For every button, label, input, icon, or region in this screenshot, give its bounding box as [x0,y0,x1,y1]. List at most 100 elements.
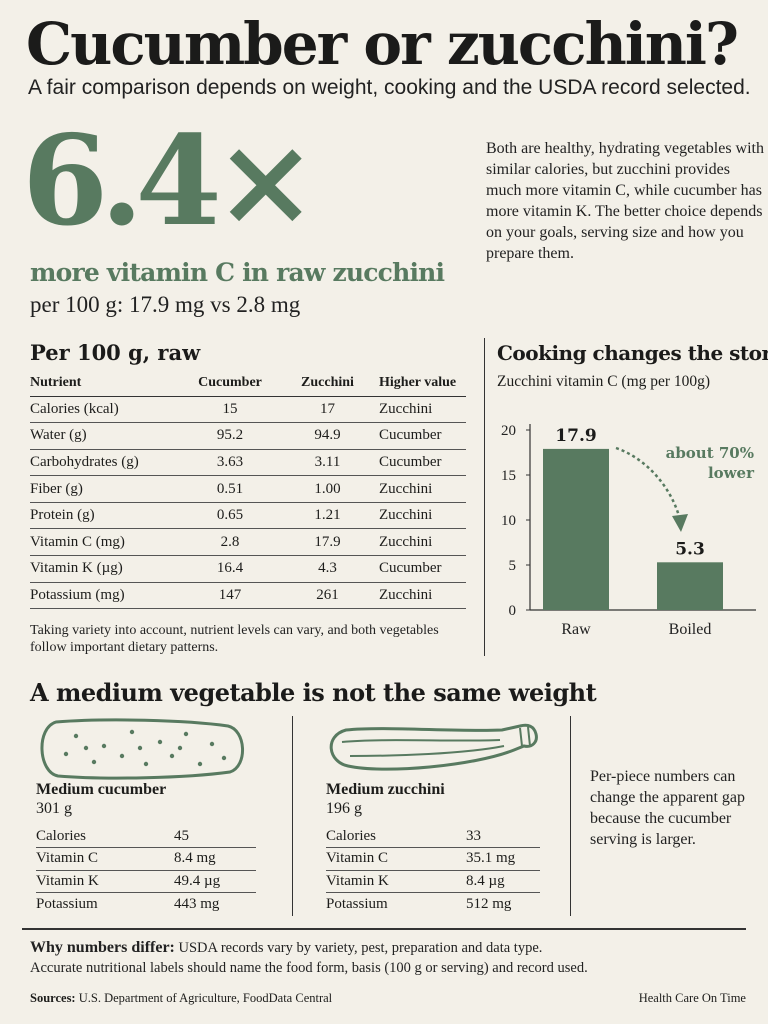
cell-nutrient: Vitamin K (µg) [30,555,180,583]
cell-zucchini: 1.00 [280,475,375,503]
cell-nutrient: Vitamin C [36,847,174,871]
cell-nutrient: Potassium [36,895,98,912]
cell-value: 35.1 mg [466,847,540,871]
cell-nutrient: Protein (g) [30,502,180,530]
zucchini-name: Medium zucchini [326,781,445,798]
cucumber-nutrient-table: Calories 45 Vitamin C 8.4 mg Vitamin K 4… [36,825,256,915]
cell-nutrient: Calories (kcal) [30,396,180,424]
cell-value: 8.4 mg [174,847,256,871]
why-text: USDA records vary by variety, pest, prep… [174,940,543,956]
table-row: Vitamin K 49.4 µg [36,870,256,893]
hero-description: more vitamin C in raw zucchini [30,258,445,287]
col-header-nutrient: Nutrient [30,370,180,397]
table-row: Calories 45 [36,825,256,848]
cell-cucumber: 16.4 [180,555,280,583]
cell-higher: Zucchini [375,528,466,557]
footer-rule [22,928,746,930]
y-tick-label: 15 [501,468,516,484]
table-row: Calories (kcal) 15 17 Zucchini [30,396,466,424]
data-label: 17.9 [555,426,596,446]
cell-cucumber: 147 [180,582,280,610]
col-header-cucumber: Cucumber [180,370,280,397]
cell-nutrient: Water (g) [30,422,180,450]
cell-value: 49.4 µg [174,870,256,893]
table-row: Fiber (g) 0.51 1.00 Zucchini [30,475,466,503]
table-row: Vitamin K 8.4 µg [326,870,540,893]
cell-cucumber: 15 [180,396,280,424]
cell-value: 8.4 µg [466,870,540,893]
why-numbers-differ: Why numbers differ: USDA records vary by… [30,938,750,978]
zucchini-weight: 196 g [326,800,362,817]
y-tick-label: 0 [509,603,517,619]
page-title: Cucumber or zucchini? [26,10,739,78]
cell-zucchini: 3.11 [280,449,375,477]
cell-zucchini: 1.21 [280,502,375,530]
col-header-higher: Higher value [375,370,466,397]
bar-raw [543,448,609,610]
annotation-arrowhead [672,514,688,532]
cell-zucchini: 17 [280,396,375,424]
cell-higher: Zucchini [375,582,466,610]
x-tick-label: Raw [561,621,591,638]
table-row: Carbohydrates (g) 3.63 3.11 Cucumber [30,449,466,477]
why-text-2: Accurate nutritional labels should name … [30,960,588,976]
table-row: Vitamin C 8.4 mg [36,847,256,871]
cell-value: 443 mg [174,895,220,912]
per100-title: Per 100 g, raw [30,340,201,365]
annotation-arrow [615,446,683,526]
section-divider [292,716,293,916]
weight-section-title: A medium vegetable is not the same weigh… [30,678,597,707]
table-row: Calories 33 [326,825,540,848]
nutrient-table: Nutrient Cucumber Zucchini Higher value … [30,370,466,610]
cell-nutrient: Fiber (g) [30,475,180,503]
cell-cucumber: 95.2 [180,422,280,450]
section-divider [484,338,485,656]
y-tick-label: 10 [501,513,516,529]
cell-value: 45 [174,825,256,848]
cell-cucumber: 2.8 [180,528,280,557]
cell-higher: Cucumber [375,449,466,477]
table-header-row: Nutrient Cucumber Zucchini Higher value [30,370,466,397]
table-row: Protein (g) 0.65 1.21 Zucchini [30,502,466,530]
cell-value: 512 mg [466,895,512,912]
table-row: Potassium 443 mg [36,893,256,916]
chart-subtitle: Zucchini vitamin C (mg per 100g) [497,373,711,390]
vitamin-c-bar-chart: 0 5 10 15 20 17.9 Raw 5.3 Boiled about 70% lower [501,423,756,638]
annotation-text: about 70% [666,444,754,462]
cell-nutrient: Calories [36,825,174,848]
chart-title: Cooking changes the story [497,341,768,365]
cell-higher: Zucchini [375,502,466,530]
y-tick-label: 5 [509,558,517,574]
sources-text: U.S. Department of Agriculture, FoodData… [75,991,333,1005]
cell-cucumber: 0.51 [180,475,280,503]
table-row: Water (g) 95.2 94.9 Cucumber [30,422,466,450]
x-tick-label: Boiled [669,621,712,638]
table-note: Taking variety into account, nutrient le… [30,623,439,655]
cell-zucchini: 17.9 [280,528,375,557]
cell-nutrient: Vitamin C [326,847,466,871]
cell-cucumber: 3.63 [180,449,280,477]
table-row: Potassium 512 mg [326,893,540,916]
cucumber-name: Medium cucumber [36,781,167,798]
table-row: Potassium (mg) 147 261 Zucchini [30,582,466,610]
hero-detail: per 100 g: 17.9 mg vs 2.8 mg [30,292,301,317]
cell-nutrient: Carbohydrates (g) [30,449,180,477]
annotation-text: lower [708,464,755,482]
sources-label: Sources: [30,991,76,1005]
brand-credit: Health Care On Time [638,991,746,1005]
table-row: Vitamin C (mg) 2.8 17.9 Zucchini [30,528,466,557]
cell-nutrient: Vitamin K [36,870,174,893]
sources-line: Sources: U.S. Department of Agriculture,… [30,990,332,1006]
weight-side-note: Per-piece numbers can change the apparen… [590,768,746,848]
cell-higher: Zucchini [375,396,466,424]
zucchini-nutrient-table: Calories 33 Vitamin C 35.1 mg Vitamin K … [326,825,540,915]
y-tick-label: 20 [501,423,516,439]
bar-boiled [657,562,723,610]
table-row: Vitamin C 35.1 mg [326,847,540,871]
intro-paragraph: Both are healthy, hydrating vegetables w… [486,140,764,262]
cell-nutrient: Vitamin C (mg) [30,528,180,557]
cell-value: 33 [466,825,540,848]
cell-nutrient: Calories [326,825,466,848]
cell-higher: Cucumber [375,555,466,583]
table-row: Vitamin K (µg) 16.4 4.3 Cucumber [30,555,466,583]
